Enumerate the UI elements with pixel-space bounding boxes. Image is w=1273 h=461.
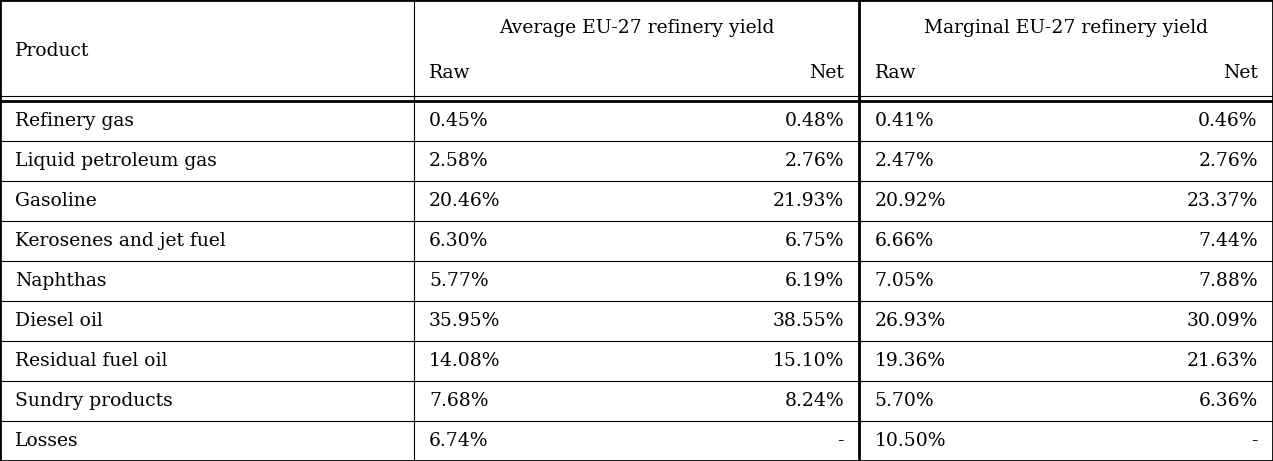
- Text: 5.77%: 5.77%: [429, 272, 489, 290]
- Text: Raw: Raw: [429, 64, 471, 82]
- Text: Sundry products: Sundry products: [15, 392, 173, 410]
- Text: 0.46%: 0.46%: [1198, 112, 1258, 130]
- Text: Average EU-27 refinery yield: Average EU-27 refinery yield: [499, 19, 774, 37]
- Text: Raw: Raw: [875, 64, 917, 82]
- Text: Net: Net: [1223, 64, 1258, 82]
- Text: 6.66%: 6.66%: [875, 232, 934, 250]
- Text: Marginal EU-27 refinery yield: Marginal EU-27 refinery yield: [924, 19, 1208, 37]
- Text: 38.55%: 38.55%: [773, 312, 844, 330]
- Text: 6.19%: 6.19%: [784, 272, 844, 290]
- Text: 2.47%: 2.47%: [875, 152, 934, 171]
- Text: Residual fuel oil: Residual fuel oil: [15, 352, 168, 370]
- Text: Losses: Losses: [15, 432, 79, 450]
- Text: 7.68%: 7.68%: [429, 392, 489, 410]
- Text: 14.08%: 14.08%: [429, 352, 500, 370]
- Text: 20.92%: 20.92%: [875, 192, 946, 210]
- Text: 30.09%: 30.09%: [1186, 312, 1258, 330]
- Text: 8.24%: 8.24%: [784, 392, 844, 410]
- Text: 35.95%: 35.95%: [429, 312, 500, 330]
- Text: 0.45%: 0.45%: [429, 112, 489, 130]
- Text: 10.50%: 10.50%: [875, 432, 946, 450]
- Text: 6.30%: 6.30%: [429, 232, 489, 250]
- Text: Net: Net: [810, 64, 844, 82]
- Text: -: -: [1251, 432, 1258, 450]
- Text: 5.70%: 5.70%: [875, 392, 934, 410]
- Text: 2.58%: 2.58%: [429, 152, 489, 171]
- Text: 15.10%: 15.10%: [773, 352, 844, 370]
- Text: 21.93%: 21.93%: [773, 192, 844, 210]
- Text: 6.36%: 6.36%: [1198, 392, 1258, 410]
- Text: Diesel oil: Diesel oil: [15, 312, 103, 330]
- Text: 0.48%: 0.48%: [784, 112, 844, 130]
- Text: 7.88%: 7.88%: [1198, 272, 1258, 290]
- Text: 6.74%: 6.74%: [429, 432, 489, 450]
- Text: 6.75%: 6.75%: [784, 232, 844, 250]
- Text: Gasoline: Gasoline: [15, 192, 97, 210]
- Text: 23.37%: 23.37%: [1186, 192, 1258, 210]
- Text: Refinery gas: Refinery gas: [15, 112, 134, 130]
- Text: 19.36%: 19.36%: [875, 352, 946, 370]
- Text: 21.63%: 21.63%: [1186, 352, 1258, 370]
- Text: Naphthas: Naphthas: [15, 272, 107, 290]
- Text: Kerosenes and jet fuel: Kerosenes and jet fuel: [15, 232, 227, 250]
- Text: 7.44%: 7.44%: [1198, 232, 1258, 250]
- Text: 0.41%: 0.41%: [875, 112, 934, 130]
- Text: 26.93%: 26.93%: [875, 312, 946, 330]
- Text: 2.76%: 2.76%: [784, 152, 844, 171]
- Text: Product: Product: [15, 41, 89, 60]
- Text: -: -: [838, 432, 844, 450]
- Text: 2.76%: 2.76%: [1198, 152, 1258, 171]
- Text: 20.46%: 20.46%: [429, 192, 500, 210]
- Text: 7.05%: 7.05%: [875, 272, 934, 290]
- Text: Liquid petroleum gas: Liquid petroleum gas: [15, 152, 218, 171]
